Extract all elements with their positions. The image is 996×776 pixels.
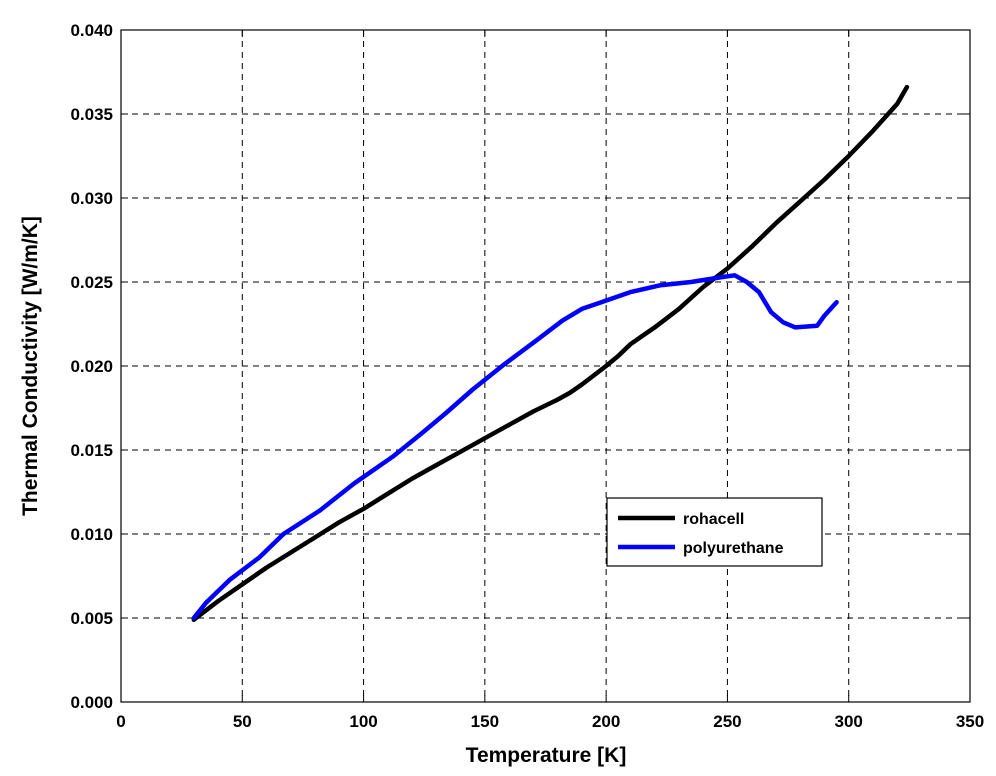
- y-tick-label: 0.035: [70, 105, 113, 124]
- legend-label-polyurethane: polyurethane: [683, 540, 784, 557]
- y-tick-label: 0.020: [70, 357, 113, 376]
- y-tick-label: 0.005: [70, 609, 113, 628]
- y-tick-label: 0.015: [70, 441, 113, 460]
- y-tick-label: 0.025: [70, 273, 113, 292]
- x-tick-label: 350: [956, 712, 984, 731]
- y-tick-label: 0.010: [70, 525, 113, 544]
- y-tick-label: 0.030: [70, 189, 113, 208]
- grid: [121, 30, 970, 702]
- legend-label-rohacell: rohacell: [683, 511, 744, 528]
- y-axis-tick-labels: 0.000 0.005 0.010 0.015 0.020 0.025 0.030 0.035…: [70, 21, 113, 712]
- x-tick-label: 0: [116, 712, 125, 731]
- series-lines: [191, 84, 910, 622]
- axis-ticks: [120, 29, 971, 703]
- x-tick-label: 150: [471, 712, 499, 731]
- y-axis-label: Thermal Conductivity [W/m/K]: [19, 216, 42, 516]
- legend: rohacell polyurethane: [606, 497, 823, 567]
- x-tick-label: 50: [233, 712, 252, 731]
- y-tick-label: 0.040: [70, 21, 113, 40]
- series-line-rohacell: [191, 84, 910, 622]
- x-axis-label: Temperature [K]: [466, 744, 627, 767]
- legend-box: [606, 497, 823, 567]
- series-line-polyurethane: [191, 273, 839, 621]
- x-tick-label: 300: [835, 712, 863, 731]
- x-tick-label: 250: [713, 712, 741, 731]
- x-tick-label: 100: [349, 712, 377, 731]
- x-axis-tick-labels: 0 50 100 150 200 250 300 350: [116, 712, 984, 731]
- y-tick-label: 0.000: [70, 693, 113, 712]
- x-tick-label: 200: [592, 712, 620, 731]
